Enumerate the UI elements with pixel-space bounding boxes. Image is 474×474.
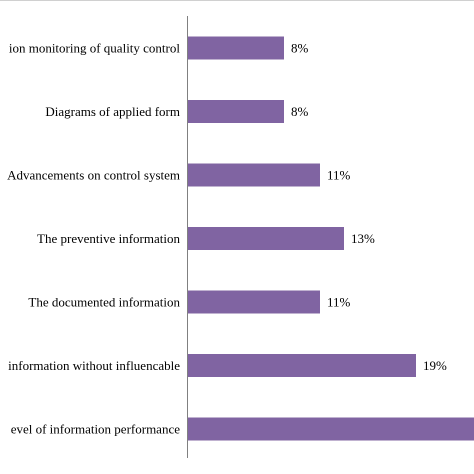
bar-3 [188,227,344,250]
bar-6 [188,417,474,441]
value-labels: 8% 8% 11% 13% 11% 19% [291,41,447,374]
bar-1 [188,100,284,123]
value-label-4: 11% [327,295,351,310]
category-labels: ion monitoring of quality control Diagram… [7,41,180,437]
value-label-3: 13% [351,231,375,246]
bar-0 [188,36,284,60]
category-label-0: ion monitoring of quality control [9,41,181,56]
bar-2 [188,163,320,187]
category-label-5: information without influencable [8,358,180,373]
bars [188,36,474,441]
value-label-5: 19% [423,358,447,373]
category-label-6: evel of information performance [11,422,181,437]
value-label-0: 8% [291,41,309,56]
value-label-2: 11% [327,168,351,183]
category-label-3: The preventive information [37,231,180,246]
bar-5 [188,354,416,377]
category-label-1: Diagrams of applied form [45,104,180,119]
category-label-4: The documented information [28,295,180,310]
category-label-2: Advancements on control system [7,168,180,183]
bar-4 [188,290,320,314]
value-label-1: 8% [291,104,309,119]
